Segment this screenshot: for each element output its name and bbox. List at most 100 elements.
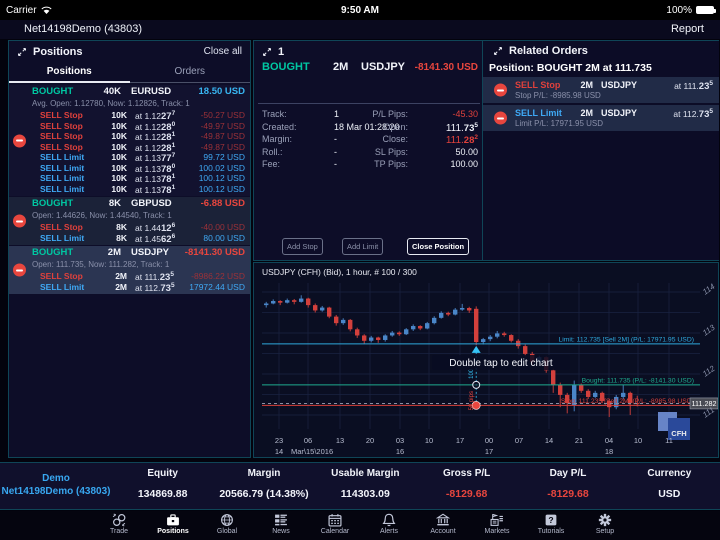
- detail-field: Close: 111.282: [254, 134, 480, 147]
- summary-col-usable-margin: Usable Margin 114303.09: [315, 463, 416, 509]
- order-row[interactable]: SELL Limit 10K at 1.13780 100.02 USD: [9, 162, 250, 175]
- order-row[interactable]: SELL Stop 10K at 1.12280 -49.97 USD: [9, 120, 250, 133]
- remove-order-button[interactable]: [494, 111, 507, 125]
- candle: [341, 319, 346, 324]
- order-price: at 111.235: [135, 271, 174, 283]
- candle: [453, 309, 458, 315]
- order-row[interactable]: SELL Limit 10K at 1.13777 99.72 USD: [9, 152, 250, 164]
- tab-bar-item-positions[interactable]: Positions: [146, 511, 200, 540]
- candle: [313, 305, 318, 311]
- main-tab-bar: Trade Positions Global News Calendar Alerts Ac…: [0, 511, 720, 540]
- candle: [551, 370, 556, 385]
- related-order-row[interactable]: SELL Stop 2M USDJPY at 111.235 Stop P/L: -89…: [483, 77, 719, 103]
- expand-icon[interactable]: [262, 47, 272, 57]
- order-price: at 1.13781: [135, 173, 176, 185]
- candle: [586, 390, 591, 397]
- close-position-button[interactable]: Close Position: [407, 238, 470, 255]
- candle: [614, 396, 619, 408]
- order-volume: 10K: [111, 162, 127, 173]
- order-type: SELL Limit: [40, 232, 85, 243]
- related-order-row[interactable]: SELL Limit 2M USDJPY at 112.735 Limit P/L: 1…: [483, 105, 719, 131]
- account-type: Demo: [42, 473, 70, 484]
- order-type: SELL Stop: [40, 120, 83, 131]
- summary-label: Margin: [247, 468, 281, 479]
- order-price: at 1.44126: [135, 222, 176, 234]
- order-pl: 80.00 USD: [203, 232, 245, 243]
- close-all-button[interactable]: Close all: [203, 46, 242, 57]
- order-row[interactable]: SELL Stop 8K at 1.44126 -40.00 USD: [9, 222, 250, 234]
- order-type: SELL Stop: [40, 110, 83, 120]
- order-row[interactable]: SELL Stop 10K at 1.12281 -49.87 USD: [9, 131, 250, 143]
- add-limit-button[interactable]: Add Limit: [342, 238, 384, 255]
- order-price: at 1.13781: [135, 183, 176, 196]
- order-type: SELL Stop: [40, 141, 83, 152]
- tab-bar-item-tutorials[interactable]: ? Tutorials: [524, 511, 578, 540]
- detail-field: Margin: -: [262, 134, 412, 147]
- detail-field: P/L Pips: -45.30: [254, 109, 480, 122]
- summary-account[interactable]: Demo Net14198Demo (43803): [0, 463, 112, 509]
- cfh-watermark: CFH: [658, 412, 690, 440]
- field-label: TP Pips:: [374, 159, 408, 169]
- report-button[interactable]: Report: [670, 23, 704, 35]
- order-row[interactable]: SELL Limit 8K at 1.45626 80.00 USD: [9, 232, 250, 245]
- position-pl: 18.50 USD: [198, 86, 245, 97]
- tab-bar-item-calendar[interactable]: Calendar: [308, 511, 362, 540]
- position-side: BOUGHT: [32, 86, 74, 97]
- order-row[interactable]: SELL Stop 10K at 1.12281 -49.87 USD: [9, 141, 250, 154]
- tab-bar-item-global[interactable]: Global: [200, 511, 254, 540]
- remove-position-button[interactable]: [13, 214, 26, 228]
- tab-orders[interactable]: Orders: [129, 62, 250, 83]
- edit-chart-hint: Double tap to edit chart: [432, 355, 570, 370]
- candle: [278, 301, 283, 303]
- x-axis-label: 10: [425, 436, 433, 445]
- expand-icon[interactable]: [493, 46, 503, 56]
- tab-positions[interactable]: Positions: [9, 62, 130, 83]
- order-price: at 112.735: [673, 108, 713, 120]
- order-pl: 17972.44 USD: [189, 281, 245, 292]
- order-row[interactable]: SELL Limit 10K at 1.13781 100.12 USD: [9, 183, 250, 196]
- candle: [474, 308, 479, 343]
- chart-panel[interactable]: USDJPY (CFH) (Bid), 1 hour, # 100 / 300 C…: [253, 262, 719, 458]
- candle: [299, 298, 304, 302]
- position-block-usdjpy[interactable]: BOUGHT 2M USDJPY -8141.30 USD Open: 111.735,…: [9, 246, 250, 294]
- order-row[interactable]: SELL Limit 10K at 1.13781 100.12 USD: [9, 173, 250, 185]
- summary-label: Gross P/L: [443, 468, 491, 479]
- order-row[interactable]: SELL Stop 10K at 1.12277 -50.27 USD: [9, 110, 250, 122]
- position-block-eurusd[interactable]: BOUGHT 40K EURUSD 18.50 USD Avg. Open: 1.127…: [9, 85, 250, 196]
- order-row[interactable]: SELL Limit 2M at 112.735 17972.44 USD: [9, 281, 250, 294]
- summary-value: -8129.68: [547, 488, 589, 500]
- tab-bar-item-news[interactable]: News: [254, 511, 308, 540]
- battery-percent: 100%: [666, 4, 692, 16]
- order-type: SELL Limit: [40, 162, 85, 173]
- candle: [460, 307, 465, 310]
- summary-label: Usable Margin: [331, 468, 400, 479]
- add-stop-button[interactable]: Add Stop: [282, 238, 323, 255]
- summary-value: 114303.09: [340, 488, 390, 500]
- candle: [481, 339, 486, 343]
- tab-bar-item-alerts[interactable]: Alerts: [362, 511, 416, 540]
- candlestick-chart[interactable]: USDJPY (CFH) (Bid), 1 hour, # 100 / 300 C…: [254, 263, 718, 457]
- candle: [502, 333, 507, 336]
- tab-bar-item-markets[interactable]: Markets: [470, 511, 524, 540]
- candle: [418, 326, 423, 329]
- position-volume: 40K: [103, 86, 121, 97]
- remove-order-button[interactable]: [494, 83, 507, 97]
- order-pl: 100.12 USD: [198, 173, 245, 183]
- x-axis-label: 13: [336, 436, 344, 445]
- status-bar: Carrier 9:50 AM 100%: [0, 0, 720, 20]
- tab-bar-item-setup[interactable]: Setup: [578, 511, 632, 540]
- candle: [285, 300, 290, 303]
- remove-position-button[interactable]: [13, 263, 26, 277]
- related-orders-panel: Related Orders Position: BOUGHT 2M at 11…: [482, 41, 719, 260]
- expand-icon[interactable]: [17, 47, 27, 57]
- field-value: 1: [334, 109, 340, 119]
- order-pl: -40.00 USD: [200, 222, 245, 232]
- remove-position-button[interactable]: [13, 134, 26, 147]
- position-side: BOUGHT: [32, 247, 74, 258]
- position-block-gbpusd[interactable]: BOUGHT 8K GBPUSD -6.88 USD Open: 1.44626, No…: [9, 197, 250, 245]
- candle: [635, 403, 640, 405]
- tab-bar-item-account[interactable]: Account: [416, 511, 470, 540]
- tab-bar-item-trade[interactable]: Trade: [92, 511, 146, 540]
- order-row[interactable]: SELL Stop 2M at 111.235 -8986.22 USD: [9, 271, 250, 283]
- x-axis-label: 07: [515, 436, 523, 445]
